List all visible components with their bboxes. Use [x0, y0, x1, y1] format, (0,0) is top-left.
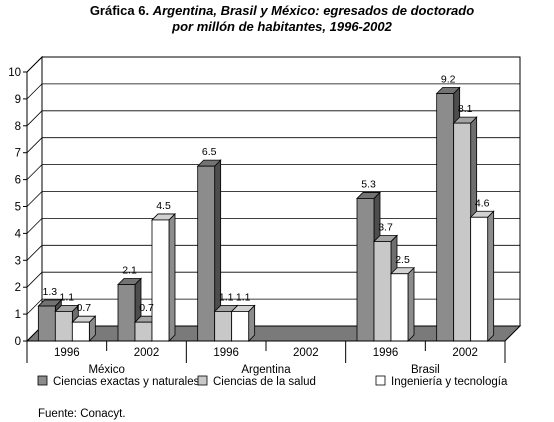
value-label: 1.3 [43, 286, 58, 298]
value-label: 2.5 [395, 254, 410, 266]
legend-swatch [37, 375, 48, 386]
y-axis-ticks: 0 1 2 3 4 5 6 7 8 9 10 [8, 67, 28, 348]
gridline-side [26, 245, 43, 261]
y-tick-label: 0 [15, 336, 21, 348]
bar-front [71, 321, 90, 342]
gridline-side [26, 298, 43, 315]
group-label: Brasil [411, 364, 440, 376]
bar [230, 304, 256, 342]
y-tick-label: 3 [15, 255, 21, 267]
y-tick-label: 8 [15, 121, 21, 133]
gridline-side [26, 83, 43, 100]
value-label: 4.6 [475, 197, 490, 209]
value-label: 3.7 [378, 221, 393, 233]
bar-front [117, 284, 136, 342]
value-label: 1.1 [60, 291, 75, 303]
bar [469, 210, 495, 342]
bar [196, 159, 222, 342]
value-label: 9.2 [441, 74, 456, 86]
legend-swatch [197, 375, 208, 386]
bar [151, 212, 176, 342]
bar-front [214, 311, 233, 342]
bar [390, 266, 415, 342]
legend: Ciencias exactas y naturales Ciencias de … [37, 375, 508, 388]
value-label: 0.7 [77, 302, 92, 314]
x-tick-label: 2002 [134, 347, 160, 359]
bar-side [168, 212, 176, 342]
bar-side [487, 210, 495, 342]
bar-front [37, 305, 56, 342]
value-label: 8.1 [458, 103, 473, 115]
chart-title-line2: por millón de habitantes, 1996-2002 [171, 19, 392, 34]
value-label: 5.3 [361, 178, 376, 190]
group-label: Argentina [241, 364, 291, 376]
bar-front [134, 321, 153, 342]
y-tick-label: 2 [15, 282, 21, 294]
value-label: 1.1 [219, 291, 234, 303]
bar-front [436, 93, 455, 342]
x-tick-label: 1996 [213, 347, 239, 359]
bar [71, 315, 97, 342]
x-tick-label: 1996 [373, 347, 399, 359]
bar-front [390, 273, 409, 342]
gridline-side [26, 56, 43, 73]
bar-side [407, 266, 415, 342]
source-note: Fuente: Conacyt. [38, 408, 126, 420]
y-tick-label: 10 [8, 67, 21, 79]
legend-label: Ciencias de la salud [213, 376, 316, 388]
y-tick-label: 9 [15, 94, 21, 106]
legend-swatch [375, 375, 386, 386]
value-label: 0.7 [139, 302, 154, 314]
x-tick-label: 2002 [293, 347, 319, 359]
value-labels: 1.3 1.10.72.10.74.56.51.1 1.15.33.72.59.28… [43, 74, 490, 315]
y-tick-label: 6 [15, 175, 21, 187]
gridline-side [26, 271, 43, 288]
x-tick-label: 2002 [452, 347, 478, 359]
x-tick-label: 1996 [54, 347, 80, 359]
gridline-side [26, 164, 43, 180]
bar-front [54, 311, 73, 342]
group-label: México [88, 364, 124, 376]
value-label: 1.1 [236, 291, 251, 303]
y-tick-label: 1 [15, 309, 21, 321]
chart-title-prefix: Gráfica 6. [90, 3, 149, 18]
y-tick-label: 4 [15, 228, 22, 240]
value-label: 4.5 [156, 200, 171, 212]
legend-label: Ciencias exactas y naturales [53, 376, 200, 388]
chart-title-line1: Gráfica 6. Argentina, Brasil y México: e… [90, 3, 474, 18]
bar-front [453, 122, 472, 342]
value-label: 6.5 [202, 146, 217, 158]
value-label: 2.1 [122, 265, 137, 277]
gridline-side [26, 110, 43, 127]
bar-front [231, 311, 250, 342]
bar-series [37, 86, 495, 342]
bar-front [470, 216, 489, 342]
bar-front [356, 198, 375, 342]
gridline-side [26, 191, 43, 207]
bar-front [373, 241, 392, 342]
chart-title-main: Argentina, Brasil y México: egresados de… [152, 3, 475, 18]
legend-label: Ingeniería y tecnología [391, 376, 508, 388]
x-axis: 1996 2002 1996 2002 1996 2002 México Argentina B… [26, 340, 506, 376]
gridline-side [26, 218, 43, 234]
y-tick-label: 7 [15, 148, 21, 160]
bar-front [151, 219, 170, 342]
y-tick-label: 5 [15, 202, 21, 214]
gridline-side [26, 137, 43, 153]
bar-front [197, 165, 216, 342]
